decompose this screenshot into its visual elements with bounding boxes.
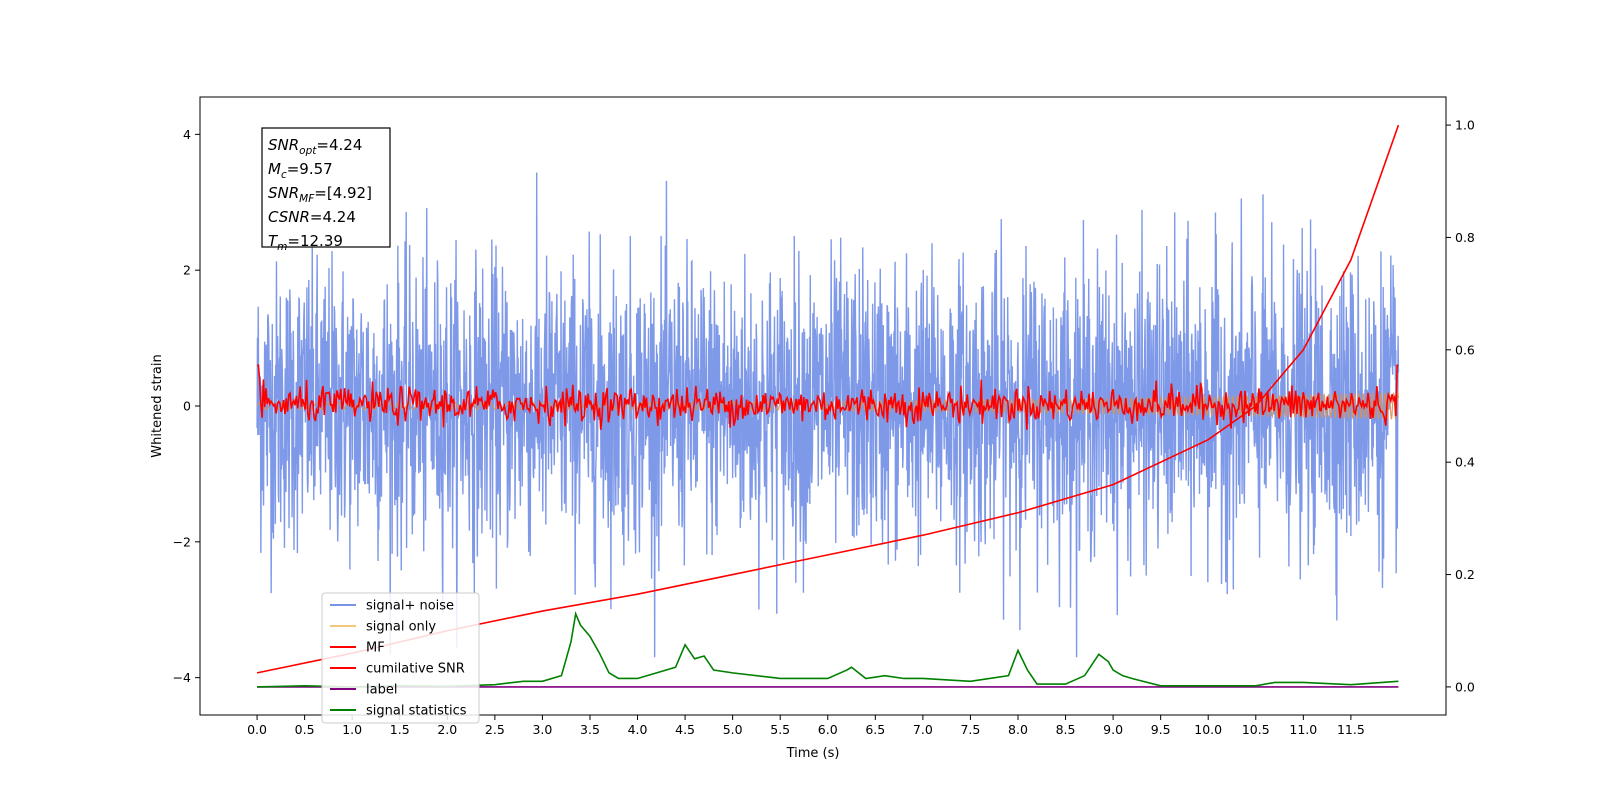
- stats-annotation-box: SNRopt=4.24 Mc=9.57 SNRMF=[4.92] CSNR=4.24 T…: [261, 127, 391, 253]
- x-tick-label: 5.0: [723, 722, 743, 737]
- series-signal-statistics-line: [257, 611, 1399, 688]
- x-tick-label: 10.0: [1194, 722, 1222, 737]
- legend-label: MF: [366, 641, 385, 656]
- annotation-line: SNRMF=[4.92]: [268, 184, 372, 205]
- x-tick-label: 4.0: [628, 722, 648, 737]
- x-tick-label: 1.0: [342, 722, 362, 737]
- legend-label: cumilative SNR: [366, 662, 465, 677]
- legend-label: signal+ noise: [366, 599, 454, 614]
- x-tick-label: 7.5: [960, 722, 980, 737]
- x-tick-label: 6.5: [865, 722, 885, 737]
- x-tick-label: 6.0: [818, 722, 838, 737]
- x-tick-label: 8.0: [1008, 722, 1028, 737]
- y-tick-label: 2: [183, 263, 191, 278]
- x-axis-label: Time (s): [786, 746, 840, 761]
- annotation-line: Mc=9.57: [268, 160, 333, 181]
- y2-tick-label: 0.0: [1455, 679, 1475, 694]
- annotation-frame: [261, 127, 391, 248]
- x-tick-label: 5.5: [770, 722, 790, 737]
- legend-label: label: [366, 683, 397, 698]
- legend-label: signal statistics: [366, 704, 467, 719]
- y-tick-label: 4: [183, 127, 191, 142]
- annotation-line: CSNR=4.24: [268, 208, 356, 226]
- y-axis-label: Whitened strain: [150, 354, 165, 457]
- x-tick-label: 11.5: [1337, 722, 1365, 737]
- y-tick-label: 0: [183, 399, 191, 414]
- y2-tick-label: 0.6: [1455, 342, 1475, 357]
- legend: signal+ noise signal only MF cumilative SNR…: [321, 592, 480, 724]
- x-tick-label: 2.0: [437, 722, 457, 737]
- x-tick-label: 8.5: [1056, 722, 1076, 737]
- x-tick-label: 7.0: [913, 722, 933, 737]
- legend-label: signal only: [366, 620, 436, 635]
- y2-tick-label: 0.2: [1455, 567, 1475, 582]
- x-tick-label: 3.5: [580, 722, 600, 737]
- y2-tick-label: 0.8: [1455, 230, 1475, 245]
- y-tick-label: −4: [173, 670, 191, 685]
- annotation-line: SNRopt=4.24: [268, 136, 362, 157]
- legend-frame: [321, 592, 480, 724]
- y-tick-label: −2: [173, 534, 191, 549]
- x-tick-label: 10.5: [1242, 722, 1270, 737]
- x-tick-label: 2.5: [485, 722, 505, 737]
- series-mf-line: [257, 364, 1399, 430]
- annotation-line: Tm=12.39: [268, 232, 343, 253]
- x-tick-label: 1.5: [390, 722, 410, 737]
- x-tick-label: 0.5: [295, 722, 315, 737]
- x-tick-label: 9.5: [1151, 722, 1171, 737]
- x-tick-label: 9.0: [1103, 722, 1123, 737]
- x-tick-label: 3.0: [532, 722, 552, 737]
- x-tick-label: 0.0: [247, 722, 267, 737]
- x-tick-label: 4.5: [675, 722, 695, 737]
- y2-tick-label: 1.0: [1455, 118, 1475, 133]
- x-tick-label: 11.0: [1289, 722, 1317, 737]
- y2-tick-label: 0.4: [1455, 455, 1475, 470]
